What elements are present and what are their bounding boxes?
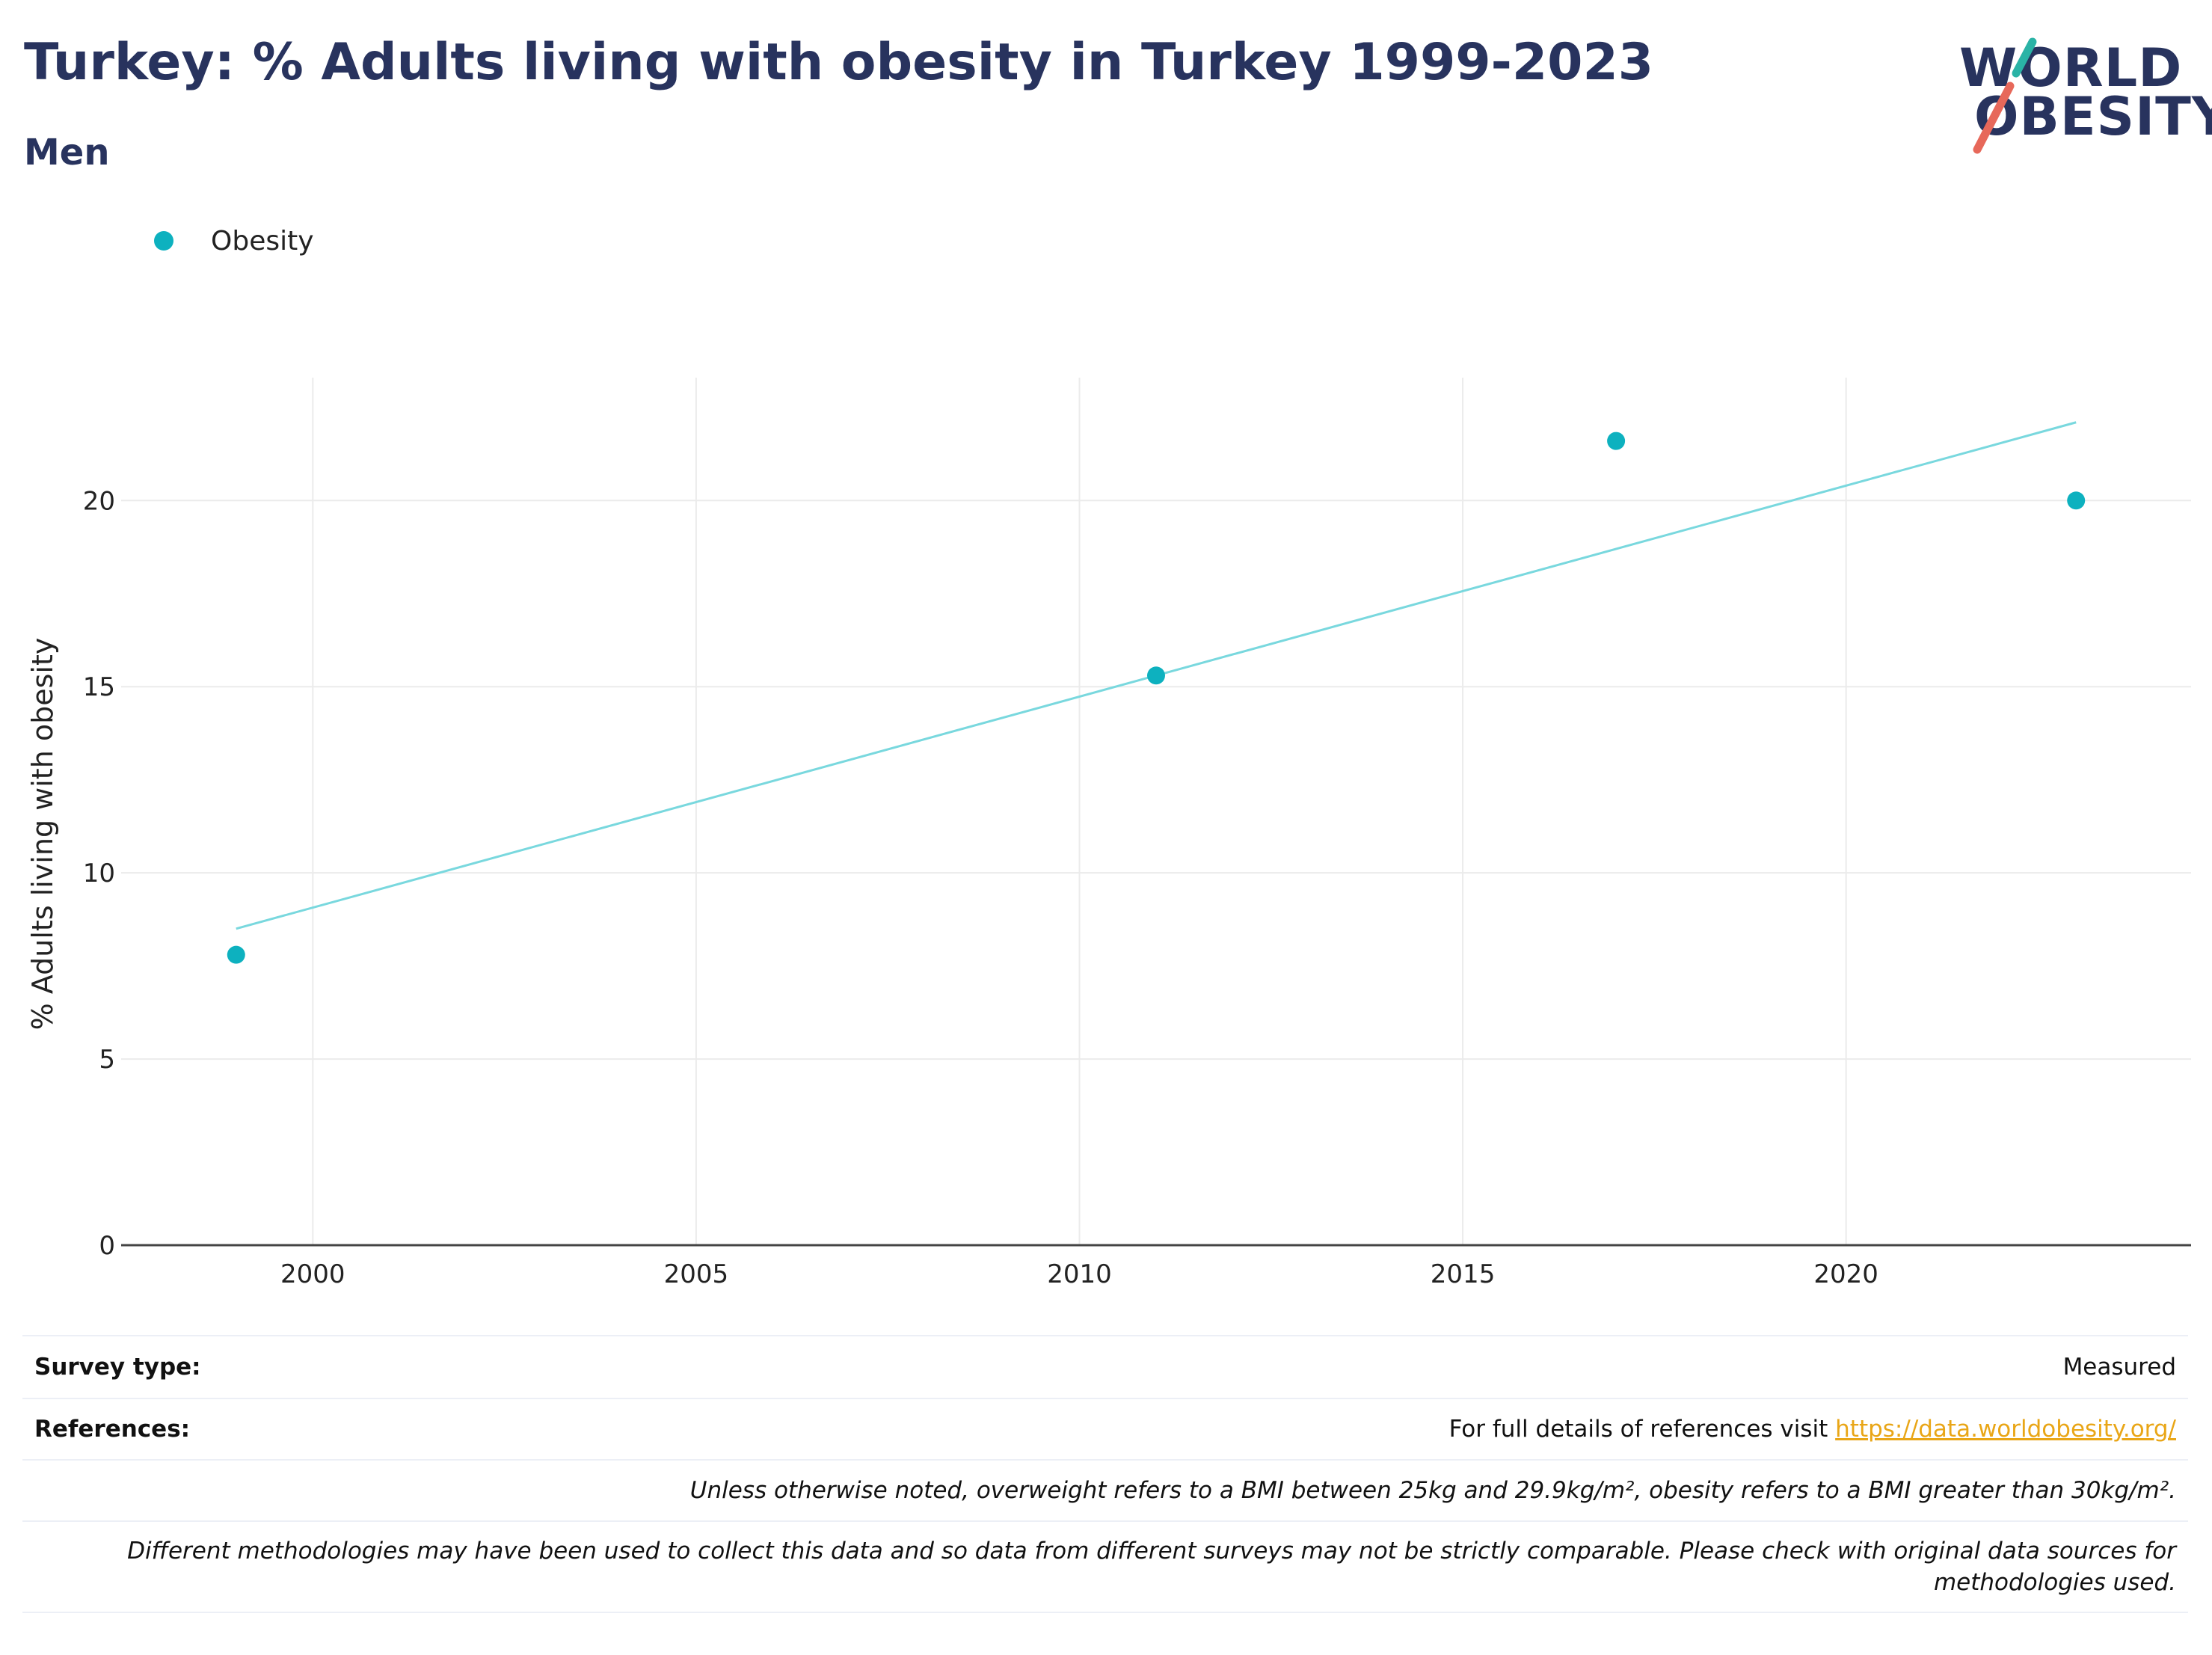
legend-label-obesity: Obesity <box>211 225 314 257</box>
y-tick-label-15: 15 <box>83 672 115 702</box>
x-tick-label-2020: 2020 <box>1813 1259 1878 1289</box>
references-text: For full details of references visit <box>1448 1416 1836 1443</box>
bmi-note: Unless otherwise noted, overweight refer… <box>689 1477 2176 1504</box>
references-link[interactable]: https://data.worldobesity.org/ <box>1835 1416 2176 1443</box>
x-tick-label-2010: 2010 <box>1047 1259 1112 1289</box>
survey-type-row: Survey type: Measured <box>22 1335 2188 1398</box>
x-gridlines <box>312 378 1847 1245</box>
data-point-2017[interactable] <box>1607 432 1626 450</box>
references-value: For full details of references visit htt… <box>1449 1416 2176 1443</box>
references-row: References: For full details of referenc… <box>22 1398 2188 1459</box>
chart-subtitle: Men <box>24 132 110 174</box>
y-gridlines <box>121 500 2191 1060</box>
x-tick-label-2015: 2015 <box>1431 1259 1496 1289</box>
bmi-note-row: Unless otherwise noted, overweight refer… <box>22 1459 2188 1520</box>
survey-type-label: Survey type: <box>34 1354 201 1381</box>
data-point-1999[interactable] <box>227 945 245 964</box>
y-tick-label-20: 20 <box>83 486 115 516</box>
y-axis-title: % Adults living with obesity <box>26 638 59 1031</box>
data-points <box>227 432 2086 964</box>
x-tick-label-2000: 2000 <box>280 1259 345 1289</box>
legend-marker-obesity <box>154 231 173 251</box>
logo-word-world: WORLD <box>1959 37 2183 99</box>
world-obesity-logo: WORLD OBESITY <box>1944 15 2212 165</box>
y-tick-labels: 0 5 10 15 20 <box>83 486 115 1261</box>
data-point-2023[interactable] <box>2067 491 2086 510</box>
y-tick-label-10: 10 <box>83 859 115 888</box>
x-tick-labels: 2000 2005 2010 2015 2020 <box>280 1259 1878 1289</box>
methodology-note: Different methodologies may have been us… <box>127 1538 2176 1596</box>
x-tick-label-2005: 2005 <box>664 1259 729 1289</box>
logo-slash-icon <box>1973 37 2037 154</box>
survey-type-value: Measured <box>2062 1354 2176 1381</box>
info-table: Survey type: Measured References: For fu… <box>22 1335 2188 1613</box>
legend[interactable]: Obesity <box>154 224 314 257</box>
methodology-note-row: Different methodologies may have been us… <box>22 1520 2188 1613</box>
data-point-2011[interactable] <box>1147 666 1165 685</box>
references-label: References: <box>34 1416 191 1443</box>
y-tick-label-0: 0 <box>99 1231 115 1261</box>
chart-plot: 0 5 10 15 20 2000 2005 2010 2015 2020 % Adults l… <box>26 378 2191 1289</box>
logo-word-obesity: OBESITY <box>1974 86 2212 147</box>
y-tick-label-5: 5 <box>99 1045 115 1075</box>
chart-title: Turkey: % Adults living with obesity in … <box>24 33 1654 92</box>
